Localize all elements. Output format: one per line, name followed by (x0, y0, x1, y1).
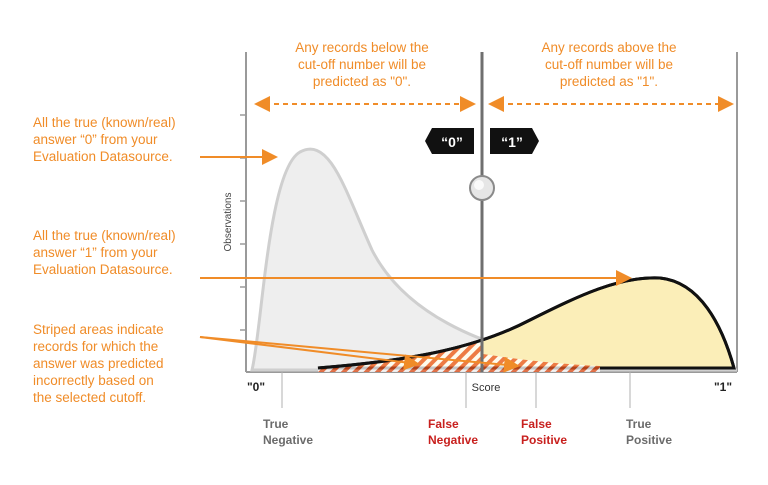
false-negative-line-2: Negative (428, 433, 478, 447)
below-note-line-1: Any records below the (295, 40, 429, 55)
true-zero-note-line-2: answer “0” from your (33, 132, 158, 147)
false-negative-line-1: False (428, 417, 459, 431)
above-note-line-1: Any records above the (541, 40, 676, 55)
true-positive-line-1: True (626, 417, 652, 431)
true-one-note-line-2: answer “1” from your (33, 245, 158, 260)
cutoff-tag-zero-label: “0” (441, 134, 463, 150)
label-false-negative: False Negative (428, 417, 478, 447)
true-negative-line-2: Negative (263, 433, 313, 447)
y-axis-label: Observations (223, 193, 234, 252)
cutoff-handle-highlight (474, 180, 484, 190)
true-one-curve-edge (317, 276, 736, 370)
true-one-note-line-1: All the true (known/real) (33, 228, 176, 243)
true-one-note-line-3: Evaluation Datasource. (33, 262, 173, 277)
false-positive-line-1: False (521, 417, 552, 431)
striped-note-line-5: the selected cutoff. (33, 390, 146, 405)
striped-pointer-false-negative (199, 336, 420, 371)
outcome-pointers (281, 372, 631, 408)
below-note-line-3: predicted as "0". (313, 74, 411, 89)
striped-pointer-false-positive (199, 336, 520, 373)
striped-note-line-3: answer was predicted (33, 356, 164, 371)
true-zero-note: All the true (known/real) answer “0” fro… (33, 115, 176, 164)
cutoff-tag-one-label: “1” (501, 134, 523, 150)
false-negative-area (318, 340, 482, 372)
below-note: Any records below the cut-off number wil… (295, 40, 429, 89)
striped-note-line-1: Striped areas indicate (33, 322, 164, 337)
label-true-positive: True Positive (626, 417, 672, 447)
label-false-positive: False Positive (521, 417, 567, 447)
striped-note: Striped areas indicate records for which… (33, 322, 164, 405)
cutoff-tag-zero: “0” (425, 128, 474, 154)
true-negative-line-1: True (263, 417, 289, 431)
x-min-label: "0" (247, 380, 265, 394)
label-true-negative: True Negative (263, 417, 313, 447)
cutoff-tag-one: “1” (490, 128, 539, 154)
striped-note-line-2: records for which the (33, 339, 158, 354)
true-one-note: All the true (known/real) answer “1” fro… (33, 228, 176, 277)
true-zero-note-line-3: Evaluation Datasource. (33, 149, 173, 164)
true-zero-note-line-1: All the true (known/real) (33, 115, 176, 130)
true-positive-line-2: Positive (626, 433, 672, 447)
above-note: Any records above the cut-off number wil… (541, 40, 676, 89)
above-note-line-2: cut-off number will be (545, 57, 673, 72)
below-note-line-2: cut-off number will be (298, 57, 426, 72)
above-note-line-3: predicted as "1". (560, 74, 658, 89)
false-positive-line-2: Positive (521, 433, 567, 447)
x-max-label: "1" (714, 380, 732, 394)
striped-note-line-4: incorrectly based on (33, 373, 154, 388)
x-axis-label: Score (472, 382, 501, 394)
